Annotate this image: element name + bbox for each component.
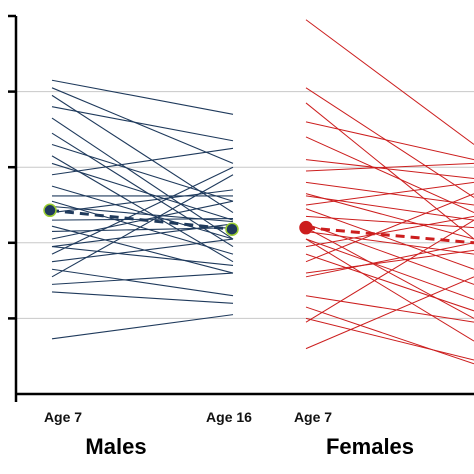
female-mean-line <box>305 226 474 245</box>
female-individual-line <box>305 238 474 300</box>
male-individual-line <box>51 291 234 304</box>
female-individual-line <box>305 219 474 323</box>
female-individual-line <box>305 19 474 145</box>
male-individual-line <box>51 272 234 285</box>
axes <box>8 14 474 402</box>
female-individual-line <box>305 253 474 312</box>
male-individual-line <box>51 155 234 263</box>
male-individual-line <box>51 174 234 278</box>
male-individual-line <box>51 79 234 115</box>
females-series <box>299 19 474 365</box>
female-individual-line <box>305 215 474 229</box>
male-individual-line <box>51 166 234 255</box>
female-individual-line <box>305 208 474 270</box>
female-individual-line <box>305 162 474 172</box>
female-individual-line <box>305 193 474 263</box>
female-individual-line <box>305 295 474 323</box>
female-individual-line <box>305 102 474 240</box>
male-individual-line <box>51 223 234 248</box>
male-individual-line <box>51 162 234 221</box>
male-mean-age16-marker <box>225 222 239 236</box>
male-individual-line <box>51 227 234 233</box>
male-individual-line <box>51 268 234 297</box>
female-individual-line <box>305 87 474 198</box>
male-individual-line <box>51 238 234 263</box>
male-individual-line <box>51 200 234 255</box>
males-group-label: Males <box>85 434 146 459</box>
male-individual-line <box>51 147 234 176</box>
female-mean-age7-marker <box>299 220 313 235</box>
male-mean-line <box>49 208 233 231</box>
female-individual-line <box>305 121 474 161</box>
males-age7-tick: Age 7 <box>44 409 82 425</box>
female-individual-line <box>305 159 474 180</box>
male-individual-line <box>51 185 234 240</box>
female-individual-line <box>305 238 474 342</box>
males-series <box>43 79 239 340</box>
female-individual-line <box>305 317 474 361</box>
male-individual-line <box>51 106 234 142</box>
male-individual-line <box>51 225 234 274</box>
female-individual-line <box>305 249 474 274</box>
females-age7-tick: Age 7 <box>294 409 332 425</box>
female-individual-line <box>305 242 474 278</box>
female-individual-line <box>305 276 474 350</box>
male-mean-age7-marker <box>43 203 57 218</box>
males-age16-tick: Age 16 <box>206 409 252 425</box>
female-individual-line <box>305 136 474 214</box>
female-individual-line <box>305 181 474 206</box>
male-individual-line <box>51 87 234 164</box>
male-individual-line <box>51 314 234 340</box>
male-individual-line <box>51 94 234 214</box>
females-group-label: Females <box>326 434 414 459</box>
female-individual-line <box>305 223 474 285</box>
male-individual-line <box>51 189 234 214</box>
female-individual-line <box>305 306 474 365</box>
female-individual-line <box>305 227 474 319</box>
axis-labels: Age 7 Age 16 Age 7 Males Females <box>44 409 414 459</box>
male-individual-line <box>51 246 234 267</box>
gridlines <box>16 91 474 319</box>
female-individual-line <box>305 230 474 255</box>
female-individual-line <box>305 215 474 248</box>
male-individual-line <box>51 143 234 202</box>
